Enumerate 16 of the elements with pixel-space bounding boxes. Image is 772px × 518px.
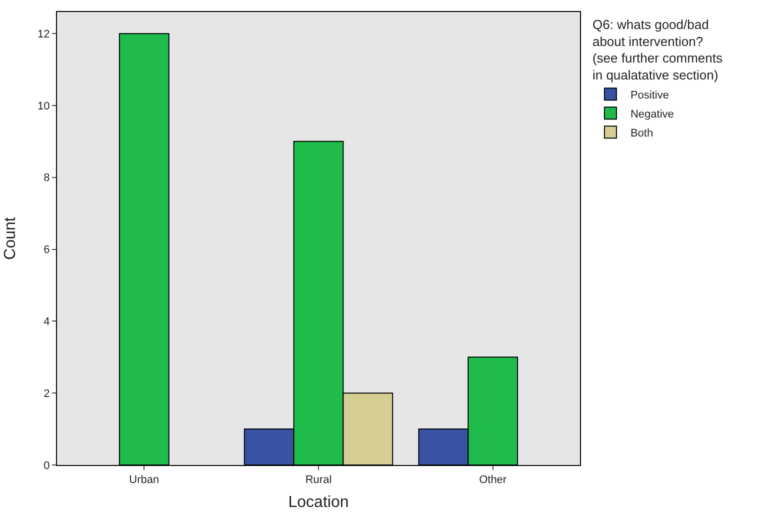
y-tick-label: 4	[44, 316, 50, 328]
y-tick-label: 8	[44, 172, 50, 184]
x-axis-title: Location	[288, 494, 349, 511]
legend-title: Q6: whats good/bad about intervention? (see further comments in qualatative section)	[592, 16, 724, 83]
y-axis-title: Count	[2, 216, 19, 260]
y-tick-label: 10	[38, 100, 50, 112]
x-tick-label: Rural	[305, 474, 332, 486]
y-tick-label: 6	[44, 244, 50, 256]
x-tick-label: Urban	[129, 474, 160, 486]
legend-label: Positive	[630, 89, 669, 102]
y-tick-label: 12	[38, 28, 50, 40]
x-tick-label: Other	[479, 474, 507, 486]
y-tick-label: 2	[44, 388, 50, 400]
y-tick-label: 0	[44, 460, 50, 472]
legend-label: Both	[630, 127, 654, 140]
legend-label: Negative	[630, 108, 674, 120]
